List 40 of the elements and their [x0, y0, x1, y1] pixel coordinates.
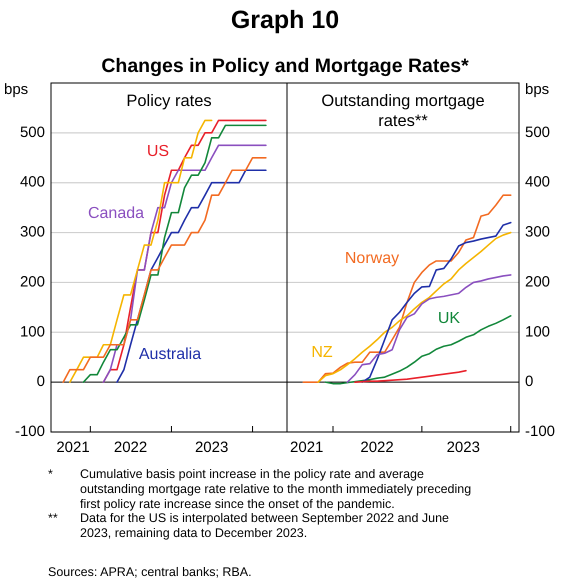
text: * Cumulative basis point increase in the policy rate and average outstanding mortgage rate relative to the month immediately preceding first policy rate increase since the onset of the pandemic. [48, 467, 472, 511]
y-tick-label: 0 [36, 373, 45, 390]
series-label: UK [438, 310, 460, 328]
y-tick-label: 500 [525, 124, 550, 141]
x-tick-label: 2023 [194, 439, 228, 456]
series-label: NZ [311, 344, 333, 362]
y-tick-label: 200 [525, 273, 550, 290]
series-label: Australia [138, 346, 202, 364]
source-note: Sources: APRA; central banks; RBA. [48, 565, 252, 579]
y-tick-label: 300 [20, 224, 45, 241]
y-tick-label: 300 [525, 224, 550, 241]
x-tick-label: 2023 [446, 439, 480, 456]
y-tick-label: 500 [20, 124, 45, 141]
series-label: US [146, 143, 170, 160]
line-series [69, 120, 212, 383]
y-tick-label: 0 [525, 373, 534, 390]
series-label: Norway [344, 250, 400, 268]
y-tick-label: 400 [20, 174, 45, 191]
x-tick-label: 2022 [114, 439, 148, 456]
y-tick-label: -100 [14, 422, 45, 440]
line-series [62, 156, 267, 383]
caption: Graph 10 [230, 6, 340, 34]
y-tick-label: -100 [525, 422, 556, 440]
line-series [302, 194, 512, 383]
y-axis-title: bps [4, 81, 28, 98]
line-series [354, 370, 467, 383]
text: Changes in Policy and Mortgage Rates* [101, 55, 470, 77]
series-label: Canada [88, 205, 144, 222]
line-series [346, 274, 512, 383]
y-axis-title: bps [525, 81, 550, 98]
text: ** Data for the US is interpolated between September 2022 and June 2023, remaining data to December 2023. [48, 511, 449, 540]
y-tick-label: 200 [20, 273, 45, 290]
x-tick-label: 2021 [56, 439, 90, 456]
y-tick-label: 400 [525, 174, 550, 191]
x-tick-label: 2021 [290, 439, 324, 456]
text: Outstanding mortgage rates** [321, 92, 485, 130]
y-tick-label: 100 [525, 323, 550, 340]
text: Policy rates [126, 92, 212, 110]
y-tick-label: 100 [20, 323, 45, 340]
x-tick-label: 2022 [360, 439, 394, 456]
